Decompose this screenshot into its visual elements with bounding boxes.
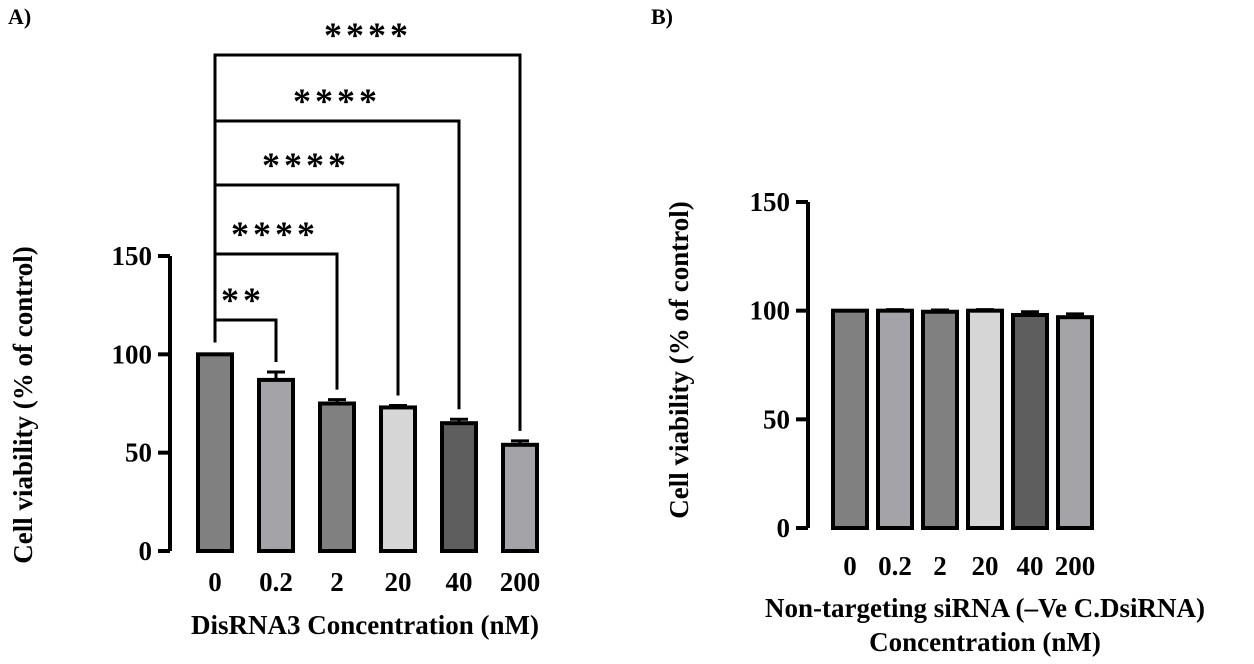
panel-b-bar [921, 309, 959, 530]
panel-b-x-tick-label: 2 [933, 551, 947, 581]
panel-a-significance-bracket [213, 53, 522, 431]
panel-a-bar [318, 401, 356, 553]
panel-b-x-axis-label-line1: Non-targeting siRNA (–Ve C.DsiRNA) [765, 593, 1205, 623]
panel-b-y-tick-label: 0 [777, 513, 791, 543]
panel-b-bar [1056, 315, 1094, 531]
panel-a-significance-label: **** [324, 15, 412, 55]
panel-b-x-tick-label: 40 [1017, 551, 1044, 581]
panel-b-x-tick-label: 200 [1055, 551, 1096, 581]
panel-a-significance-label: **** [293, 81, 381, 121]
panel-b-y-tick-label: 150 [750, 187, 791, 217]
panel-b-y-tick-label: 100 [750, 296, 791, 326]
panel-a-bar [379, 405, 417, 553]
panel-b-x-axis-label-line2: Concentration (nM) [869, 627, 1101, 657]
panel-a-bar [501, 442, 539, 553]
panel-a-x-tick-label: 20 [385, 567, 412, 597]
panel-a-bar [196, 352, 234, 554]
panel-a-significance-label: **** [231, 214, 319, 254]
panel-b-label: B) [651, 4, 673, 29]
panel-a-bar [440, 421, 478, 553]
panel-b-plot: 0 50 100 150 0 0.2 2 20 40 200 [750, 187, 1096, 581]
panel-a-significance-label: **** [262, 145, 350, 185]
panel-b-y-tick-label: 50 [763, 404, 790, 434]
panel-a-y-tick-label: 100 [112, 339, 153, 369]
panel-b-x-tick-label: 20 [972, 551, 999, 581]
panel-b-x-tick-label: 0.2 [878, 551, 912, 581]
panel-a-x-tick-label: 0.2 [259, 567, 293, 597]
panel-a-x-tick-label: 200 [500, 567, 541, 597]
panel-a-y-tick-label: 50 [125, 438, 152, 468]
panel-a-bar [257, 377, 295, 553]
panel-a-x-tick-label: 2 [330, 567, 344, 597]
panel-b-x-tick-label: 0 [843, 551, 857, 581]
panel-b-bar [966, 308, 1004, 530]
panel-a-y-tick-label: 150 [112, 241, 153, 271]
panel-a-y-tick-label: 0 [139, 536, 153, 566]
panel-a-y-axis-label: Cell viability (% of control) [8, 246, 38, 563]
panel-b-y-axis-label: Cell viability (% of control) [664, 201, 694, 518]
panel-b-bar [831, 308, 869, 530]
panel-a-x-tick-label: 40 [446, 567, 473, 597]
panel-b-bar [876, 308, 914, 530]
panel-a-significance-label: ** [221, 280, 265, 320]
panel-a-x-axis-label: DisRNA3 Concentration (nM) [191, 610, 539, 640]
panel-b-bar [1011, 313, 1049, 530]
panel-a-label: A) [8, 4, 31, 29]
panel-a-x-tick-label: 0 [208, 567, 222, 597]
